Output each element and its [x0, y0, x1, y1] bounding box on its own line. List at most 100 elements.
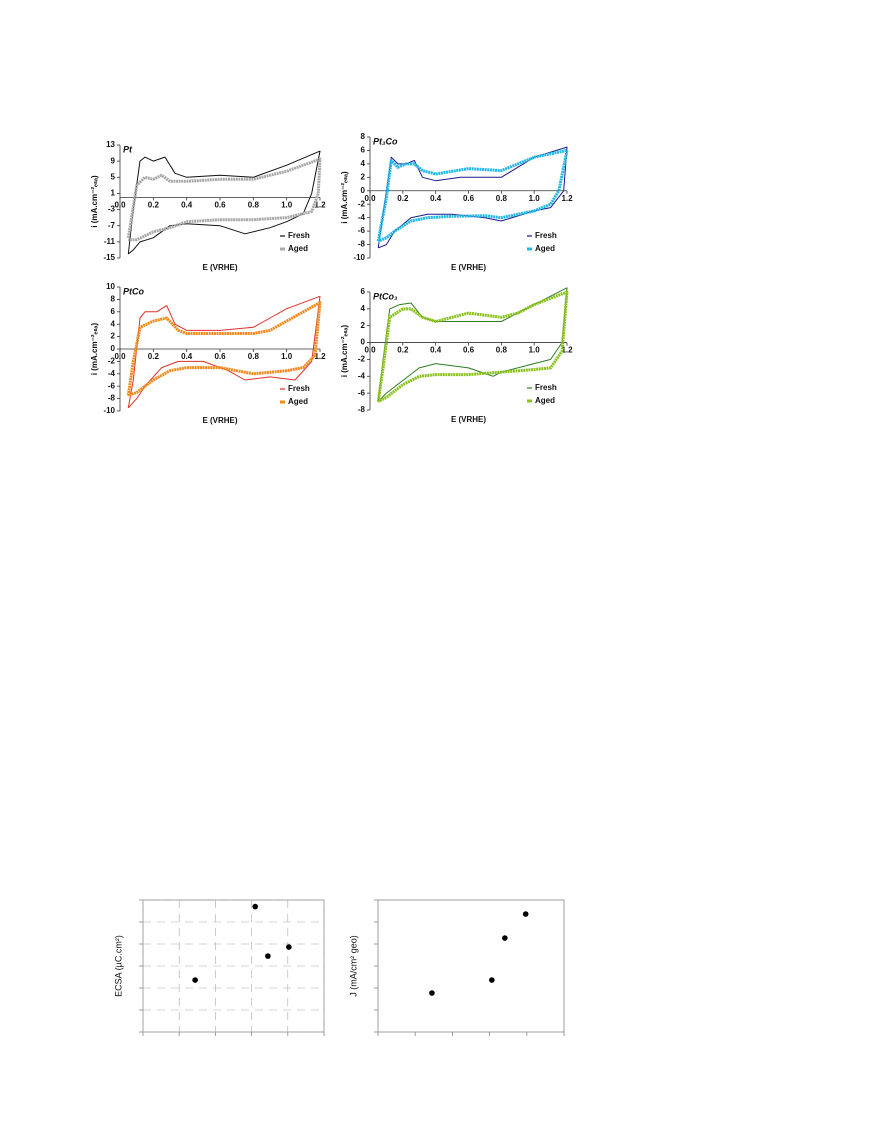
- x-tick-label: 0.6: [463, 194, 475, 203]
- cv-curve: [126, 157, 322, 242]
- data-point: [265, 953, 271, 959]
- data-point: [489, 977, 495, 983]
- y-tick-label: -2: [108, 357, 116, 366]
- x-tick-label: 0.0: [114, 201, 126, 210]
- data-point: [429, 990, 435, 996]
- y-axis-label: i (mA.cm⁻²ₑₛₐ): [340, 171, 349, 224]
- y-axis-label: i (mA.cm⁻²ₑₛₐ): [90, 322, 99, 375]
- y-axis-label: ECSA (µC.cm²): [113, 935, 123, 997]
- y-axis-label: i (mA.cm⁻²ₑₛₐ): [90, 175, 99, 228]
- y-tick-label: 10: [106, 282, 115, 291]
- y-tick-label: 4: [111, 319, 116, 328]
- x-tick-label: 0.0: [364, 346, 376, 355]
- y-tick-label: -8: [358, 405, 366, 414]
- y-tick-label: -10: [353, 253, 365, 262]
- x-tick-label: 1.0: [529, 346, 541, 355]
- x-tick-label: 0.4: [181, 352, 193, 361]
- plot-frame: [377, 899, 565, 1033]
- y-tick-label: 13: [106, 140, 115, 149]
- legend-label: Aged: [535, 396, 555, 405]
- y-tick-label: 6: [111, 307, 116, 316]
- x-axis-label: E (VRHE): [202, 263, 237, 272]
- y-tick-label: 8: [361, 132, 366, 141]
- chart-title: Pt: [123, 144, 133, 154]
- x-tick-label: 0.8: [248, 201, 260, 210]
- x-tick-label: 0.6: [214, 352, 226, 361]
- x-tick-label: 0.2: [148, 201, 160, 210]
- y-tick-label: 1: [111, 189, 116, 198]
- y-tick-label: 9: [111, 156, 116, 165]
- y-axis-label: i (mA.cm⁻²ₑₛₐ): [340, 324, 349, 377]
- x-tick-label: 0.6: [214, 201, 226, 210]
- x-tick-label: 0.6: [463, 346, 475, 355]
- x-tick-label: 0.8: [496, 194, 508, 203]
- y-tick-label: 4: [361, 304, 366, 313]
- y-tick-label: -4: [358, 213, 366, 222]
- legend-label: Fresh: [288, 384, 310, 393]
- x-tick-label: 1.2: [561, 346, 573, 355]
- y-tick-label: -11: [104, 237, 116, 246]
- x-tick-label: 0.8: [496, 346, 508, 355]
- y-tick-label: 0: [361, 338, 366, 347]
- x-tick-label: 1.2: [314, 201, 326, 210]
- legend-label: Aged: [288, 244, 308, 253]
- data-point: [252, 903, 259, 910]
- y-tick-label: -7: [108, 221, 116, 230]
- legend-label: Fresh: [535, 383, 557, 392]
- x-tick-label: 0.0: [114, 352, 126, 361]
- x-tick-label: 0.2: [397, 194, 409, 203]
- cv-curve: [376, 148, 569, 243]
- y-tick-label: -8: [358, 240, 366, 249]
- y-tick-label: -4: [108, 369, 116, 378]
- x-axis-label: E (VRHE): [451, 263, 486, 272]
- x-tick-label: 1.2: [561, 194, 573, 203]
- y-tick-label: -6: [358, 226, 366, 235]
- y-tick-label: -3: [108, 205, 116, 214]
- y-tick-label: -6: [358, 388, 366, 397]
- y-tick-label: 2: [111, 332, 116, 341]
- x-tick-label: 0.2: [148, 352, 160, 361]
- x-tick-label: 1.0: [281, 201, 293, 210]
- x-tick-label: 0.0: [364, 194, 376, 203]
- chart-title: PtCo: [123, 286, 144, 296]
- x-tick-label: 0.4: [181, 201, 193, 210]
- y-tick-label: -2: [358, 355, 366, 364]
- y-tick-label: 2: [361, 321, 366, 330]
- x-tick-label: 0.8: [248, 352, 260, 361]
- x-tick-label: 0.4: [430, 346, 442, 355]
- x-axis-label: E (VRHE): [451, 415, 486, 424]
- y-tick-label: 6: [361, 146, 366, 155]
- legend-label: Fresh: [535, 231, 557, 240]
- y-tick-label: 2: [361, 172, 366, 181]
- y-tick-label: 0: [361, 186, 366, 195]
- x-tick-label: 1.0: [529, 194, 541, 203]
- cv-curve: [376, 290, 569, 403]
- x-tick-label: 1.0: [281, 352, 293, 361]
- data-point: [522, 911, 529, 917]
- y-tick-label: -15: [103, 253, 115, 262]
- y-tick-label: 6: [361, 287, 366, 296]
- y-tick-label: 0: [111, 344, 116, 353]
- y-tick-label: -6: [108, 381, 116, 390]
- legend-label: Aged: [535, 244, 555, 253]
- y-axis-label: J (mA/cm² geo): [348, 935, 358, 997]
- data-point: [192, 977, 198, 983]
- x-tick-label: 0.4: [430, 194, 442, 203]
- chart-title: Pt₃Co: [373, 136, 398, 146]
- cv-curve: [377, 287, 568, 402]
- x-tick-label: 0.2: [397, 346, 409, 355]
- x-axis-label: E (VRHE): [202, 416, 237, 425]
- y-tick-label: -2: [358, 199, 366, 208]
- y-tick-label: -10: [103, 406, 115, 415]
- x-tick-label: 1.2: [314, 352, 326, 361]
- cv-curve: [126, 301, 322, 397]
- y-tick-label: 5: [111, 172, 116, 181]
- y-tick-label: -8: [108, 394, 116, 403]
- legend-label: Fresh: [288, 231, 310, 240]
- y-tick-label: 8: [111, 295, 116, 304]
- data-point: [502, 935, 508, 941]
- cv-curve: [127, 295, 321, 409]
- y-tick-label: 4: [361, 159, 366, 168]
- legend-label: Aged: [288, 397, 308, 406]
